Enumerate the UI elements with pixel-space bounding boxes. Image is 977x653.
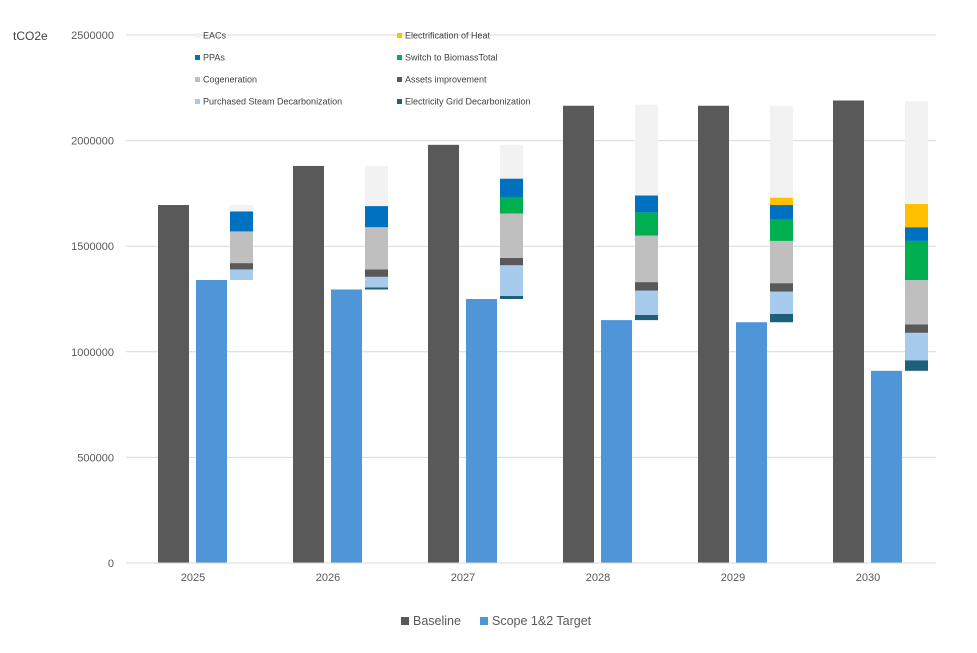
waterfall-segment (635, 235, 658, 283)
legend-label: Electrification of Heat (405, 31, 491, 41)
waterfall-segment (770, 240, 793, 284)
bottom-legend-label: Baseline (413, 614, 461, 628)
gridlines (126, 34, 936, 458)
bars (158, 100, 928, 564)
waterfall-segment (500, 213, 523, 258)
y-tick-label: 1500000 (71, 241, 114, 253)
waterfall-segment (635, 104, 658, 196)
legend-swatch (195, 99, 200, 104)
waterfall-segment (905, 324, 928, 333)
waterfall-segment (770, 283, 793, 292)
legend-swatch (195, 77, 200, 82)
waterfall-segment (635, 282, 658, 291)
waterfall-segment (500, 178, 523, 198)
waterfall-segment (905, 332, 928, 361)
waterfall-segment (365, 165, 388, 207)
y-axis-ticks: 0 500000 1000000 1500000 2000000 2500000 (71, 30, 114, 570)
y-tick-label: 0 (108, 558, 114, 570)
y-axis-label: tCO2e (13, 29, 48, 43)
x-tick-label: 2027 (451, 572, 475, 584)
legend-label: Purchased Steam Decarbonization (203, 97, 342, 107)
legend-label: Switch to BiomassTotal (405, 53, 498, 63)
baseline-bar (293, 165, 324, 563)
x-tick-label: 2026 (316, 572, 340, 584)
bottom-legend-swatch (401, 617, 409, 625)
x-tick-label: 2029 (721, 572, 745, 584)
baseline-bar (428, 144, 459, 563)
waterfall-segment (500, 257, 523, 266)
legend-swatch (195, 55, 200, 60)
waterfall-segment (905, 227, 928, 241)
baseline-bar (563, 105, 594, 563)
waterfall-segment (230, 211, 253, 232)
waterfall-segment (770, 291, 793, 314)
waterfall-segment (230, 263, 253, 270)
waterfall-segment (770, 313, 793, 323)
y-tick-label: 1000000 (71, 347, 114, 359)
waterfall-segment (635, 212, 658, 236)
legend-swatch (195, 33, 200, 38)
bottom-legend-label: Scope 1&2 Target (492, 614, 592, 628)
legend-swatch (397, 99, 402, 104)
legend-label: PPAs (203, 53, 225, 63)
bottom-legend: Baseline Scope 1&2 Target (401, 614, 592, 628)
waterfall-segment (905, 240, 928, 280)
waterfall-segment (770, 105, 793, 198)
waterfall-segment (500, 295, 523, 299)
waterfall-segment (365, 227, 388, 270)
target-bar (871, 370, 902, 563)
y-tick-label: 2000000 (71, 136, 114, 148)
x-tick-label: 2030 (856, 572, 880, 584)
waterfall-segment (500, 265, 523, 296)
waterfall-segment (500, 197, 523, 214)
target-bar (601, 320, 632, 563)
legend-swatch (397, 55, 402, 60)
baseline-bar (833, 100, 864, 564)
waterfall-segment (500, 144, 523, 179)
waterfall-segment (635, 290, 658, 315)
waterfall-segment (230, 269, 253, 280)
legend-swatch (397, 77, 402, 82)
x-tick-label: 2028 (586, 572, 610, 584)
waterfall-segment (770, 197, 793, 206)
x-tick-label: 2025 (181, 572, 205, 584)
waterfall-segment (365, 206, 388, 228)
waterfall-segment (635, 314, 658, 321)
target-bar (331, 289, 362, 563)
y-tick-label: 500000 (77, 452, 114, 464)
waterfall-segment (905, 279, 928, 325)
waterfall-segment (770, 219, 793, 241)
waterfall-segment (905, 203, 928, 228)
waterfall-segment (635, 195, 658, 213)
legend-swatch (397, 33, 402, 38)
x-axis-ticks: 2025 2026 2027 2028 2029 2030 (181, 572, 880, 584)
waterfall-segment (365, 287, 388, 290)
target-bar (736, 322, 767, 563)
waterfall-segment (230, 205, 253, 212)
baseline-bar (158, 205, 189, 564)
y-tick-label: 2500000 (71, 30, 114, 42)
waterfall-segment (365, 276, 388, 288)
waterfall-segment (905, 360, 928, 371)
legend-label: Electricity Grid Decarbonization (405, 97, 531, 107)
waterfall-segment (770, 205, 793, 220)
bottom-legend-swatch (480, 617, 488, 625)
legend: EACs Electrification of Heat PPAs Switch to… (195, 31, 531, 107)
waterfall-segment (365, 269, 388, 277)
waterfall-segment (905, 101, 928, 204)
waterfall-segment (230, 231, 253, 264)
target-bar (196, 279, 227, 563)
baseline-bar (698, 105, 729, 563)
legend-label: EACs (203, 31, 227, 41)
legend-label: Assets improvement (405, 75, 487, 85)
target-bar (466, 299, 497, 563)
legend-label: Cogeneration (203, 75, 257, 85)
